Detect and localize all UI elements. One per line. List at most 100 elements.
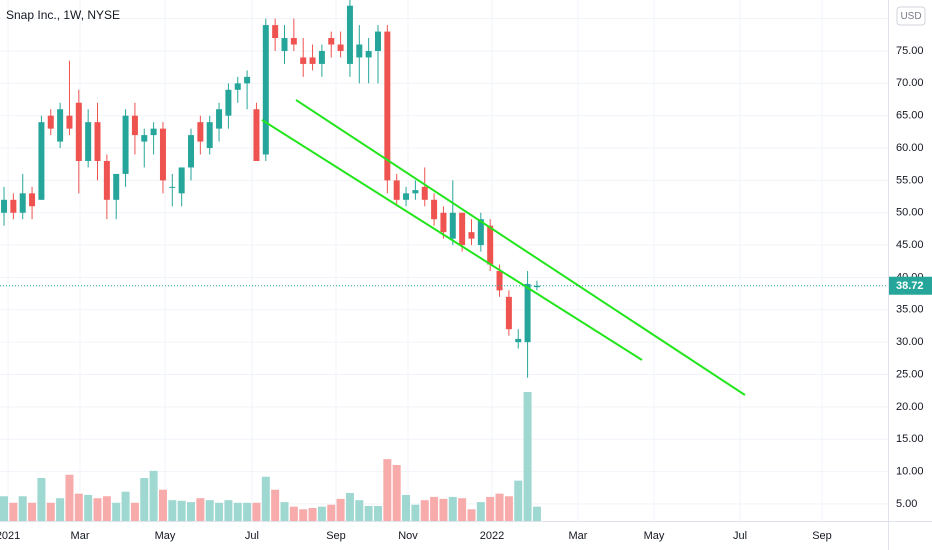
- x-tick-label: Jul: [733, 530, 747, 542]
- volume-bar: [467, 509, 476, 521]
- volume-bar: [308, 507, 317, 521]
- volume-bar: [18, 496, 27, 521]
- y-tick-label: 75.00: [896, 45, 924, 57]
- candle-body: [459, 212, 466, 246]
- volume-bar: [215, 502, 224, 521]
- candle-body: [487, 225, 494, 265]
- candle-body: [47, 115, 54, 129]
- candle-body: [477, 219, 484, 246]
- volume-bar: [495, 493, 504, 521]
- candle-body: [384, 31, 391, 181]
- volume-bar: [9, 502, 18, 521]
- volume-bar: [355, 500, 364, 521]
- last-price-label: 38.72: [896, 280, 924, 292]
- candle-body: [337, 44, 344, 51]
- y-tick-label: 45.00: [896, 239, 924, 251]
- volume-bar: [149, 470, 158, 521]
- y-tick-label: 65.00: [896, 110, 924, 122]
- candle-body: [197, 122, 204, 142]
- volume-bar: [280, 502, 289, 521]
- candle-body: [421, 186, 428, 200]
- candle-body: [85, 122, 92, 161]
- y-tick-label: 25.00: [896, 368, 924, 380]
- candle-body: [374, 31, 381, 51]
- volume-bar: [299, 509, 308, 521]
- volume-bar: [187, 502, 196, 521]
- candle-body: [365, 50, 372, 58]
- volume-bar: [224, 500, 233, 521]
- volume-bar: [402, 494, 411, 521]
- x-tick-label: Mar: [71, 530, 90, 542]
- volume-bar: [448, 496, 457, 521]
- y-tick-label: 30.00: [896, 336, 924, 348]
- candle-body: [281, 38, 288, 51]
- x-tick-label: Nov: [398, 530, 418, 542]
- x-tick-label: 2022: [480, 530, 504, 542]
- candle-body: [262, 25, 269, 155]
- candle-body: [225, 89, 232, 116]
- volume-bar: [56, 498, 65, 521]
- chart-title: Snap Inc., 1W, NYSE: [6, 8, 120, 22]
- candle-body: [188, 135, 195, 168]
- candle-body: [38, 122, 45, 200]
- volume-bar: [121, 491, 130, 521]
- volume-bar: [458, 498, 467, 521]
- candle-body: [159, 128, 166, 181]
- currency-label: USD: [900, 11, 921, 22]
- x-tick-label: Jul: [245, 530, 259, 542]
- y-tick-label: 50.00: [896, 207, 924, 219]
- candle-body: [318, 50, 325, 64]
- volume-bar: [392, 464, 401, 521]
- candle-body: [515, 338, 522, 343]
- candle-layer: [1, 0, 540, 378]
- candle-body: [468, 232, 475, 239]
- volume-layer: [0, 392, 541, 521]
- candle-body: [309, 57, 316, 64]
- volume-bar: [261, 476, 270, 521]
- trendline: [261, 119, 643, 361]
- volume-bar: [112, 502, 121, 521]
- volume-bar: [504, 496, 513, 521]
- candle-body: [10, 199, 17, 213]
- candle-body: [449, 212, 456, 239]
- volume-bar: [523, 392, 532, 521]
- candle-body: [66, 115, 73, 129]
- x-tick-label: May: [155, 530, 176, 542]
- x-tick-label: Sep: [326, 530, 346, 542]
- volume-bar: [102, 496, 111, 521]
- candle-body: [75, 102, 82, 161]
- x-tick-label: Sep: [812, 530, 832, 542]
- candle-body: [431, 199, 438, 220]
- volume-bar: [486, 496, 495, 521]
- volume-bar: [93, 498, 102, 521]
- volume-bar: [28, 502, 37, 521]
- candle-body: [440, 212, 447, 233]
- volume-bar: [289, 506, 298, 521]
- candle-body: [300, 57, 307, 64]
- volume-bar: [383, 459, 392, 521]
- candle-body: [356, 44, 363, 58]
- volume-bar: [205, 500, 214, 521]
- volume-bar: [430, 496, 439, 521]
- x-tick-label: Mar: [568, 530, 587, 542]
- candle-body: [524, 283, 531, 343]
- candle-body: [346, 5, 353, 64]
- x-tick-label: May: [644, 530, 665, 542]
- volume-bar: [411, 504, 420, 521]
- volume-bar: [336, 498, 345, 521]
- volume-bar: [317, 506, 326, 521]
- candle-body: [216, 109, 223, 129]
- candle-body: [57, 109, 64, 142]
- volume-bar: [140, 478, 149, 521]
- volume-bar: [252, 502, 261, 521]
- candle-body: [234, 83, 241, 90]
- currency-badge[interactable]: [896, 6, 926, 26]
- volume-bar: [84, 494, 93, 521]
- y-tick-label: 20.00: [896, 401, 924, 413]
- candle-body: [290, 38, 297, 45]
- axes: 5.0010.0015.0020.0025.0030.0035.0040.004…: [0, 13, 932, 542]
- volume-bar: [46, 502, 55, 521]
- volume-bar: [532, 506, 541, 521]
